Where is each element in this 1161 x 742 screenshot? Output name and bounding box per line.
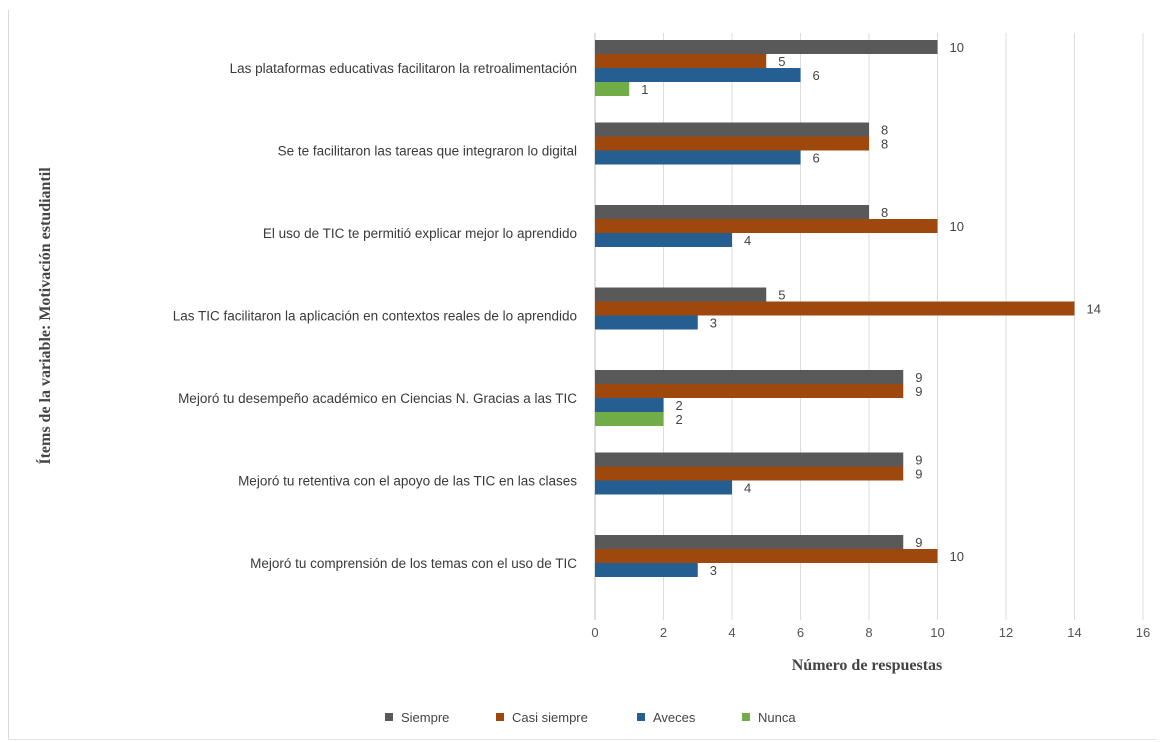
data-label: 9: [915, 467, 922, 482]
bar-aveces: [595, 563, 698, 577]
x-tick-labels: 0 2 4 6 8 10 12 14 16: [591, 625, 1150, 640]
bar-siempre: [595, 205, 869, 219]
bar-aveces: [595, 398, 664, 412]
data-label: 5: [778, 288, 785, 303]
data-label: 4: [744, 233, 751, 248]
category-label: Mejoró tu desempeño académico en Ciencia…: [178, 391, 577, 406]
category-label: Mejoró tu comprensión de los temas con e…: [250, 556, 577, 571]
data-label: 9: [915, 535, 922, 550]
bar-casi-siempre: [595, 136, 869, 151]
bar-nunca: [595, 412, 664, 426]
data-label: 8: [881, 137, 888, 152]
bar-aveces: [595, 315, 698, 330]
bar-siempre: [595, 122, 869, 137]
legend-label: Nunca: [758, 710, 796, 725]
data-label: 9: [915, 370, 922, 385]
data-label: 8: [881, 123, 888, 138]
data-label: 6: [813, 68, 820, 83]
y-axis-title: Ítems de la variable: Motivación estudia…: [35, 167, 54, 465]
x-tick-label: 2: [660, 625, 667, 640]
bar-casi-siempre: [595, 384, 904, 398]
x-tick-label: 14: [1067, 625, 1081, 640]
data-label: 10: [950, 549, 964, 564]
data-label: 2: [676, 398, 683, 413]
legend: Siempre Casi siempre Aveces Nunca: [385, 710, 796, 725]
category-label: Las plataformas educativas facilitaron l…: [230, 61, 577, 76]
data-label: 6: [813, 151, 820, 166]
data-label: 3: [710, 563, 717, 578]
bar-casi-siempre: [595, 466, 904, 481]
bar-casi-siempre: [595, 301, 1075, 316]
data-label: 2: [676, 412, 683, 427]
data-label: 3: [710, 316, 717, 331]
data-label: 4: [744, 481, 751, 496]
bar-aveces: [595, 68, 801, 82]
x-tick-label: 4: [728, 625, 735, 640]
bar-casi-siempre: [595, 549, 938, 563]
legend-swatch: [496, 713, 504, 721]
bar-siempre: [595, 370, 904, 384]
bars: [595, 40, 1075, 577]
bar-casi-siempre: [595, 219, 938, 233]
category-label: Las TIC facilitaron la aplicación en con…: [173, 309, 577, 324]
bar-siempre: [595, 535, 904, 549]
x-tick-label: 16: [1136, 625, 1150, 640]
x-tick-label: 6: [797, 625, 804, 640]
data-label: 9: [915, 453, 922, 468]
bar-siempre: [595, 287, 767, 302]
legend-label: Aveces: [653, 710, 696, 725]
x-tick-label: 12: [999, 625, 1013, 640]
legend-label: Casi siempre: [512, 710, 588, 725]
bar-aveces: [595, 150, 801, 165]
category-label: El uso de TIC te permitió explicar mejor…: [263, 226, 577, 241]
legend-swatch: [385, 713, 393, 721]
bar-siempre: [595, 452, 904, 467]
bar-casi-siempre: [595, 54, 767, 68]
bar-nunca: [595, 82, 630, 96]
category-label: Mejoró tu retentiva con el apoyo de las …: [238, 474, 577, 489]
bar-siempre: [595, 40, 938, 54]
data-label: 1: [641, 82, 648, 97]
x-tick-label: 8: [865, 625, 872, 640]
data-label: 10: [950, 219, 964, 234]
category-label: Se te facilitaron las tareas que integra…: [278, 144, 577, 159]
x-tick-label: 10: [930, 625, 944, 640]
data-label: 8: [881, 205, 888, 220]
data-label: 10: [950, 40, 964, 55]
legend-swatch: [637, 713, 645, 721]
legend-label: Siempre: [401, 710, 449, 725]
bar-aveces: [595, 480, 732, 495]
legend-swatch: [742, 713, 750, 721]
chart-frame: [8, 10, 1156, 740]
data-label: 9: [915, 384, 922, 399]
category-labels: Las plataformas educativas facilitaron l…: [173, 61, 577, 571]
x-tick-label: 0: [591, 625, 598, 640]
x-axis-title: Número de respuestas: [792, 657, 943, 674]
data-label: 14: [1087, 302, 1101, 317]
data-label: 5: [778, 54, 785, 69]
bar-aveces: [595, 233, 732, 247]
